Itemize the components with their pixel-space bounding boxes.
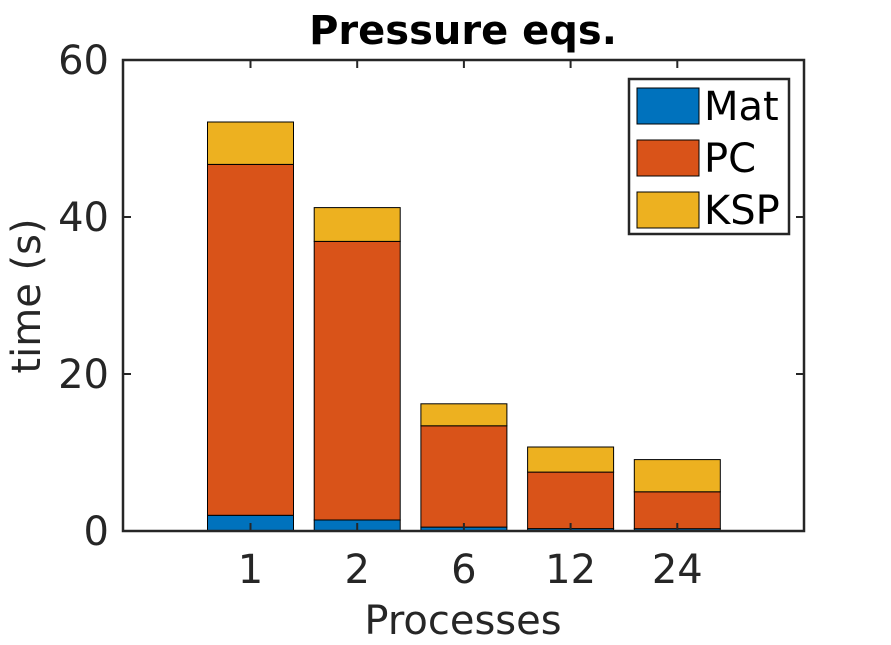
bar-pc-12 <box>527 471 615 530</box>
legend-label-ksp: KSP <box>704 188 780 234</box>
bar-pc-6 <box>420 425 508 528</box>
bar-ksp-1 <box>207 121 294 165</box>
x-tick-label-12: 12 <box>545 547 596 593</box>
bar-pc-1 <box>207 163 294 516</box>
y-tick-label-0: 0 <box>84 509 109 555</box>
x-tick-label-6: 6 <box>451 547 476 593</box>
legend-label-pc: PC <box>704 136 756 182</box>
legend-swatch-mat <box>636 87 700 125</box>
legend: Mat PC KSP <box>627 77 791 236</box>
x-tick-label-2: 2 <box>344 547 369 593</box>
legend-swatch-ksp <box>636 191 700 229</box>
y-tick-label-60: 60 <box>58 38 109 84</box>
bars-group <box>207 121 721 532</box>
bar-ksp-2 <box>313 207 401 242</box>
y-tick-label-40: 40 <box>58 195 109 241</box>
y-axis-label: time (s) <box>4 218 50 373</box>
bar-ksp-24 <box>633 459 721 493</box>
plot-frame <box>121 58 806 533</box>
x-tick-label-1: 1 <box>238 547 263 593</box>
x-tick-label-24: 24 <box>652 547 703 593</box>
x-axis-label: Processes <box>364 598 561 644</box>
bar-ksp-12 <box>527 446 615 473</box>
chart-title: Pressure eqs. <box>309 8 617 54</box>
y-tick-label-20: 20 <box>58 352 109 398</box>
bar-pc-2 <box>313 240 401 521</box>
bar-pc-24 <box>633 491 721 530</box>
x-axis-ticks: 1 2 6 12 24 <box>238 60 703 593</box>
legend-label-mat: Mat <box>704 84 779 130</box>
bar-ksp-6 <box>420 403 508 427</box>
y-axis-ticks: 0 20 40 60 <box>58 38 804 555</box>
legend-swatch-pc <box>636 139 700 177</box>
